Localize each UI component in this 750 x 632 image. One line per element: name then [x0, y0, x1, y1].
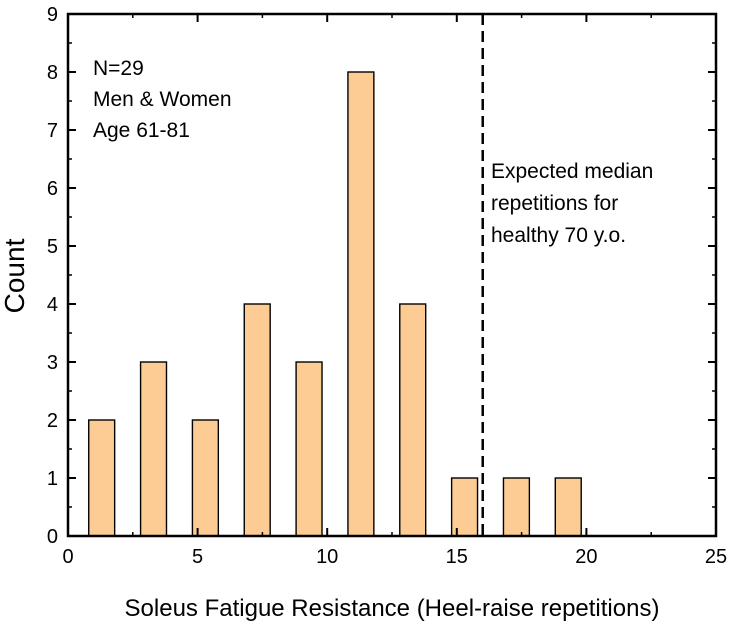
y-tick-label: 7 — [47, 120, 58, 142]
y-tick-label: 4 — [47, 294, 58, 316]
y-tick-label: 8 — [47, 62, 58, 84]
x-tick-label: 5 — [192, 546, 203, 568]
reference-text-line-3: healthy 70 y.o. — [491, 224, 626, 247]
x-tick-label: 10 — [316, 546, 338, 568]
sample-age-text: Age 61-81 — [93, 119, 190, 142]
bars — [88, 71, 582, 537]
sample-annotation: N=29 Men & Women Age 61-81 — [93, 57, 232, 142]
bar-8 — [450, 477, 479, 537]
x-axis-ticks: 0 5 10 15 20 25 — [62, 14, 727, 568]
x-tick-label: 15 — [446, 546, 468, 568]
reference-text-line-2: repetitions for — [491, 192, 618, 215]
y-tick-label: 9 — [47, 4, 58, 26]
bar-1 — [88, 419, 116, 537]
bar-3 — [191, 419, 220, 537]
bar-2 — [139, 361, 168, 537]
y-tick-label: 0 — [47, 526, 58, 548]
reference-text-line-1: Expected median — [491, 160, 653, 183]
y-axis-label: Count — [0, 238, 30, 313]
y-tick-label: 5 — [47, 236, 58, 258]
bar-6 — [347, 71, 375, 537]
y-tick-label: 2 — [47, 410, 58, 432]
reference-annotation: Expected median repetitions for healthy … — [491, 160, 653, 247]
x-tick-label: 0 — [62, 546, 73, 568]
bar-9 — [502, 477, 531, 537]
y-tick-label: 3 — [47, 352, 58, 374]
y-tick-label: 6 — [47, 178, 58, 200]
x-axis-label: Soleus Fatigue Resistance (Heel-raise re… — [125, 595, 660, 622]
x-tick-label: 25 — [705, 546, 727, 568]
bar-10 — [554, 477, 582, 537]
y-tick-label: 1 — [47, 468, 58, 490]
x-tick-label: 20 — [575, 546, 597, 568]
sample-group-text: Men & Women — [93, 88, 232, 111]
bar-7 — [399, 303, 427, 537]
bar-4 — [243, 303, 271, 537]
y-axis-ticks: 0 1 2 3 4 5 6 7 8 9 — [47, 4, 716, 548]
bar-5 — [295, 361, 323, 537]
sample-size-text: N=29 — [93, 57, 144, 80]
